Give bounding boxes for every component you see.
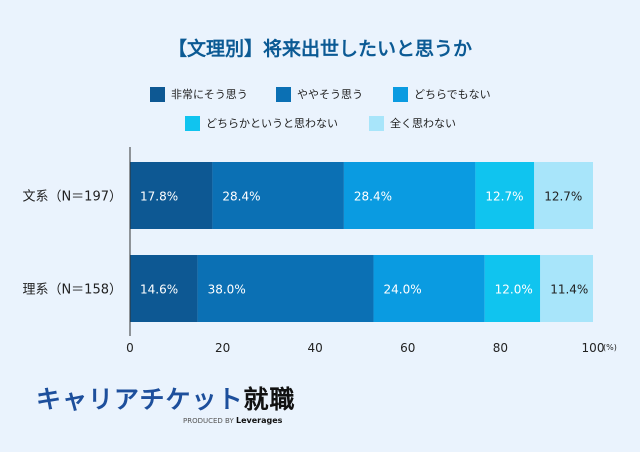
bar-segment xyxy=(373,255,485,322)
legend-swatch xyxy=(393,86,408,102)
category-label: 文系（N＝197） xyxy=(22,190,122,205)
legend-item: ややそう思う xyxy=(276,86,363,102)
bar-segment xyxy=(130,255,198,322)
legend-label: 非常にそう思う xyxy=(171,88,248,101)
data-label: 17.8% xyxy=(140,190,178,204)
legend-swatch xyxy=(150,86,165,102)
data-label: 12.7% xyxy=(485,190,523,204)
data-label: 28.4% xyxy=(222,190,260,204)
data-label: 14.6% xyxy=(140,283,178,297)
produced-by-label: PRODUCED BY xyxy=(183,417,234,425)
data-label: 11.4% xyxy=(550,283,588,297)
legend-swatch xyxy=(276,86,291,102)
x-tick-label: 100 xyxy=(582,341,605,355)
chart-title: 【文理別】将来出世したいと思うか xyxy=(167,38,472,60)
legend-item: 非常にそう思う xyxy=(150,86,248,102)
data-label: 12.0% xyxy=(495,283,533,297)
bar-segment xyxy=(475,162,535,229)
bar-segment xyxy=(130,162,213,229)
legend-item: どちらでもない xyxy=(393,86,491,102)
data-label: 24.0% xyxy=(384,283,422,297)
produced-by: PRODUCED BY Leverages xyxy=(183,416,282,425)
legend-label: ややそう思う xyxy=(297,88,363,101)
x-tick-label: 80 xyxy=(493,341,508,355)
brand-logo: キャリアチケット就職 xyxy=(36,380,296,416)
category-label: 理系（N＝158） xyxy=(22,283,122,298)
legend-swatch xyxy=(185,115,200,131)
x-tick-label: 40 xyxy=(308,341,323,355)
brand-name: Leverages xyxy=(235,416,283,425)
x-tick-label: 60 xyxy=(400,341,415,355)
logo-text: キャリアチケット xyxy=(36,385,244,414)
data-label: 12.7% xyxy=(544,190,582,204)
legend-item: どちらかというと思わない xyxy=(185,115,338,131)
logo-text-sub: 就職 xyxy=(243,385,296,414)
bar-segment xyxy=(212,162,344,229)
bar-segment xyxy=(343,162,476,229)
legend-label: どちらかというと思わない xyxy=(206,117,338,130)
x-unit-label: (%) xyxy=(603,343,617,352)
legend-label: 全く思わない xyxy=(390,117,456,130)
legend-item: 全く思わない xyxy=(369,115,456,131)
x-tick-label: 20 xyxy=(215,341,230,355)
x-tick-label: 0 xyxy=(126,341,134,355)
data-label: 38.0% xyxy=(208,283,246,297)
bar-segment xyxy=(197,255,374,322)
bar-segment xyxy=(540,255,593,322)
bar-segment xyxy=(534,162,593,229)
legend-label: どちらでもない xyxy=(414,88,491,101)
legend-swatch xyxy=(369,115,384,131)
data-label: 28.4% xyxy=(354,190,392,204)
bar-segment xyxy=(484,255,541,322)
